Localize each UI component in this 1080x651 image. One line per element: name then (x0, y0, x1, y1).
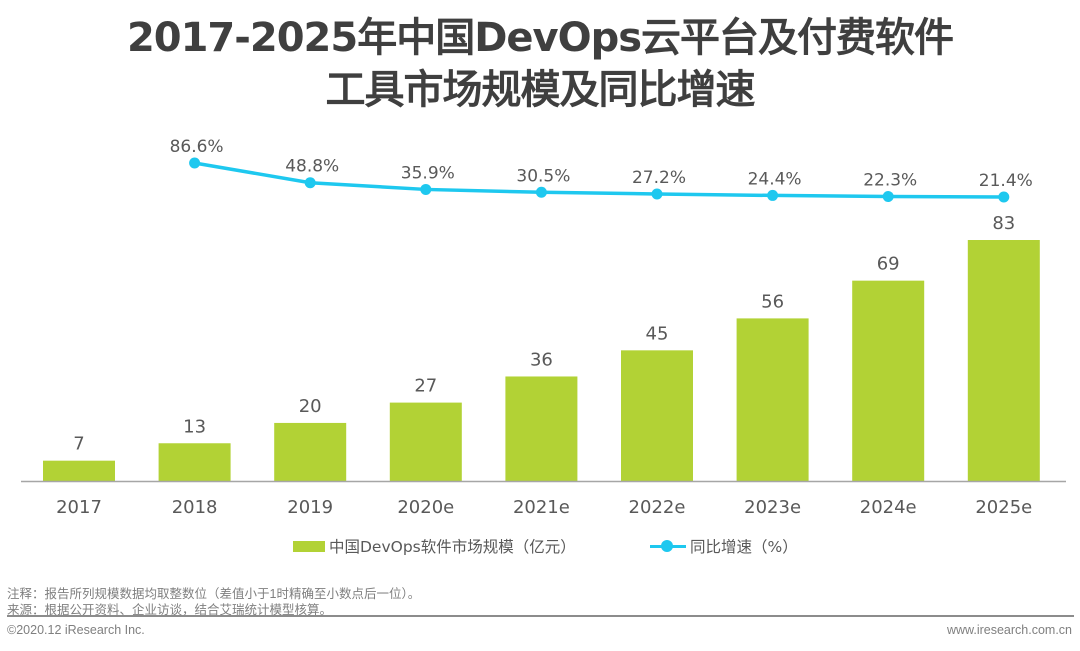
x-tick-label: 2022e (629, 497, 686, 518)
x-tick-label: 2019 (287, 497, 333, 518)
growth-value-label: 35.9% (401, 163, 455, 183)
legend-bar-swatch-icon (293, 540, 325, 552)
chart-title-line-1: 2017-2025年中国DevOps云平台及付费软件 (126, 15, 954, 61)
bar-2020e (389, 402, 462, 481)
x-tick-label: 2023e (744, 497, 801, 518)
website-link: www.iresearch.com.cn (946, 623, 1072, 637)
data-labels: 7 13 20 27 36 45 56 69 83 86.6% 48.8% 35.9% 30.5% 27.… (73, 137, 1033, 455)
x-tick-label: 2024e (860, 497, 917, 518)
growth-value-label: 48.8% (285, 157, 339, 177)
growth-value-label: 24.4% (748, 169, 802, 189)
x-axis-ticks: 2017 2018 2019 2020e 2021e 2022e 2023e 2024e 202… (56, 497, 1032, 518)
growth-value-label: 30.5% (516, 166, 570, 186)
legend-item-growth-rate: 同比增速（%） (650, 535, 798, 557)
growth-point-2023e (767, 189, 779, 201)
legend-item-market-size: 中国DevOps软件市场规模（亿元） (293, 535, 576, 557)
bar-value-label: 27 (414, 376, 437, 397)
copyright-text: ©2020.12 iResearch Inc. (7, 623, 145, 637)
growth-point-2022e (651, 188, 663, 200)
bar-2018 (158, 443, 231, 481)
legend-label-market-size: 中国DevOps软件市场规模（亿元） (329, 538, 576, 556)
bar-2019 (274, 422, 347, 481)
growth-value-label: 27.2% (632, 168, 686, 188)
source-text: 来源：根据公开资料、企业访谈，结合艾瑞统计模型核算。 (7, 603, 333, 617)
bar-value-label: 83 (992, 213, 1015, 234)
growth-value-label: 21.4% (979, 171, 1033, 191)
chart-area: 7 13 20 27 36 45 56 69 83 86.6% 48.8% 35.9% 30.5% 27.… (21, 137, 1066, 518)
growth-value-label: 86.6% (170, 137, 224, 157)
legend: 中国DevOps软件市场规模（亿元） 同比增速（%） (0, 535, 1080, 557)
bar-value-label: 7 (73, 434, 84, 455)
bar-value-label: 56 (761, 291, 784, 312)
growth-point-2018 (189, 157, 201, 169)
bar-2022e (621, 350, 693, 481)
growth-point-2021e (535, 186, 547, 198)
x-tick-label: 2018 (172, 497, 218, 518)
x-tick-label: 2021e (513, 497, 570, 518)
chart-title-line-2: 工具市场规模及同比增速 (325, 67, 756, 113)
x-tick-label: 2017 (56, 497, 102, 518)
bar-2023e (736, 318, 809, 481)
growth-line (194, 161, 1004, 199)
bar-2024e (852, 280, 925, 481)
growth-line-series (189, 157, 1010, 203)
footer-divider (7, 615, 1074, 617)
bar-2021e (505, 376, 578, 481)
bar-value-label: 69 (877, 254, 900, 275)
bar-value-label: 45 (646, 323, 669, 344)
legend-label-growth-rate: 同比增速（%） (690, 538, 798, 556)
growth-point-2019 (304, 177, 316, 189)
x-tick-label: 2025e (975, 497, 1032, 518)
bar-2017 (43, 460, 115, 481)
growth-point-2024e (882, 191, 894, 203)
x-tick-label: 2020e (397, 497, 454, 518)
bar-value-label: 20 (299, 396, 322, 417)
growth-point-2025e (998, 191, 1010, 203)
bar-2025e (967, 240, 1040, 481)
legend-line-marker-icon (650, 539, 686, 553)
bar-value-label: 36 (530, 349, 553, 370)
growth-point-2020e (420, 183, 432, 195)
note-text: 注释：报告所列规模数据均取整数位（差值小于1时精确至小数点后一位）。 (7, 587, 421, 601)
bar-value-label: 13 (183, 416, 206, 437)
bars-series (43, 240, 1040, 481)
growth-value-label: 22.3% (863, 171, 917, 191)
